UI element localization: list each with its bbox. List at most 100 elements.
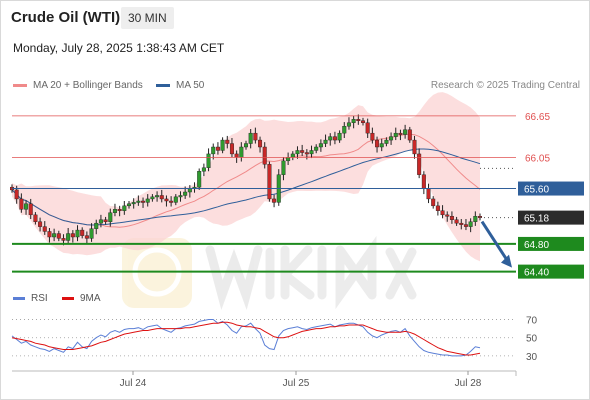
candle-body [281, 160, 286, 175]
candle-body [187, 188, 192, 193]
bollinger-band [12, 92, 480, 262]
candle-body [370, 132, 375, 141]
timestamp: Monday, July 28, 2025 1:38:43 AM CET [13, 41, 225, 55]
candle-body [66, 233, 71, 241]
watermark [122, 235, 417, 310]
candle-body [384, 139, 389, 144]
candle-body [421, 174, 426, 189]
candle-body [440, 210, 445, 216]
candle-body [61, 238, 66, 241]
candle-body [449, 216, 454, 220]
candle-body [169, 200, 174, 203]
candle-body [431, 198, 436, 207]
candle-body [52, 233, 57, 238]
level-64-40-badge [518, 264, 584, 279]
candle-body [295, 150, 300, 155]
legend-rsi: RSI [13, 293, 48, 304]
candle-body [173, 196, 178, 203]
ma20-swatch [13, 84, 27, 87]
candle-body [328, 136, 333, 141]
candle-body [225, 139, 230, 144]
legend-rsi-ma: 9MA [62, 293, 101, 304]
candle-body [24, 203, 29, 210]
candle-body [84, 235, 89, 239]
candle-body [389, 136, 394, 141]
ma50-legend-label: MA 50 [176, 80, 205, 91]
level-64-80-badge [518, 236, 584, 251]
ma20-legend-label: MA 20 + Bollinger Bands [33, 80, 143, 91]
rsi-swatch [13, 297, 25, 300]
candle-body [215, 146, 220, 151]
candle-body [197, 171, 202, 188]
candle-body [365, 122, 370, 134]
candle-body [323, 139, 328, 144]
candle-body [286, 157, 291, 162]
rsi-tick-50: 50 [526, 334, 538, 345]
candle-body [122, 205, 127, 211]
candle-body [33, 214, 38, 222]
candle-body [80, 229, 85, 236]
timeframe-badge[interactable]: 30 MIN [121, 7, 174, 29]
rsi-ma-swatch [62, 297, 74, 300]
candle-body [201, 167, 206, 172]
instrument-title: Crude Oil (WTI) [11, 9, 121, 26]
candle-body [403, 129, 408, 135]
candle-body [332, 136, 337, 141]
rsi-legend-label: RSI [31, 293, 48, 304]
candle-body [267, 164, 272, 200]
candle-body [28, 203, 33, 216]
candle-body [89, 228, 94, 239]
level-66-65-label: 66.65 [525, 112, 550, 123]
candle-body [463, 224, 468, 227]
level-64-80-label: 64.80 [524, 240, 549, 251]
candle-body [164, 198, 169, 202]
candle-body [103, 219, 108, 222]
candle-body [398, 132, 403, 135]
x-tick-label: Jul 28 [455, 378, 482, 389]
candle-body [473, 216, 478, 222]
legend-ma50: MA 50 [156, 80, 204, 91]
candle-body [417, 153, 422, 175]
level-65-60-label: 65.60 [524, 185, 549, 196]
candle-body [131, 202, 136, 205]
candle-body [342, 126, 347, 134]
candle-body [70, 233, 75, 238]
candle-body [468, 221, 473, 227]
candle-body [211, 146, 216, 155]
candle-body [14, 189, 19, 200]
candle-body [426, 188, 431, 200]
candle-body [309, 150, 314, 155]
candle-body [159, 195, 164, 200]
candle-body [56, 233, 61, 239]
candle-body [178, 195, 183, 198]
candle-body [183, 191, 188, 196]
candle-body [220, 139, 225, 151]
ma50-swatch [156, 84, 170, 87]
level-65-18-label: 65.18 [524, 214, 549, 225]
forecast-arrow [480, 220, 510, 263]
candle-body [234, 153, 239, 158]
candle-body [262, 146, 267, 165]
rsi-tick-30: 30 [526, 352, 538, 363]
candle-body [141, 200, 146, 203]
candle-body [42, 226, 47, 232]
candle-body [356, 119, 361, 122]
x-tick-label: Jul 24 [120, 378, 147, 389]
candle-body [412, 139, 417, 155]
candle-body [314, 146, 319, 151]
candle-body [361, 120, 366, 123]
legend-ma20: MA 20 + Bollinger Bands [13, 80, 143, 91]
ma50-line [11, 148, 481, 226]
candle-body [145, 198, 150, 203]
candle-body [94, 222, 99, 229]
candle-body [206, 153, 211, 168]
candle-body [290, 153, 295, 158]
level-64-40-label: 64.40 [524, 268, 549, 279]
candle-body [379, 143, 384, 148]
level-65-60-badge [518, 181, 584, 196]
rsi-tick-70: 70 [526, 316, 538, 327]
candle-body [454, 219, 459, 224]
candle-body [258, 139, 263, 148]
candle-body [75, 229, 80, 238]
